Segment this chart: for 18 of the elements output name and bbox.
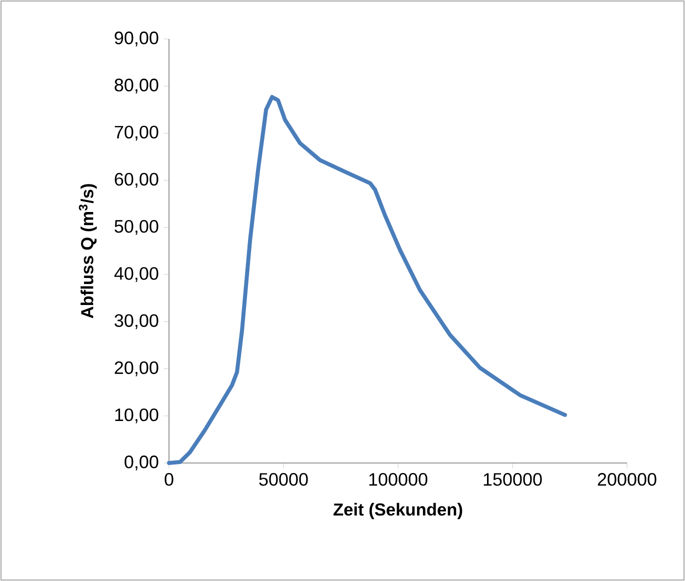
y-tick-label: 70,00 [114, 126, 158, 141]
y-tick-label: 20,00 [114, 361, 158, 376]
y-tick-label: 30,00 [114, 314, 158, 330]
x-tick-label: 100000 [369, 473, 428, 486]
y-tick-label: 60,00 [114, 172, 158, 188]
x-tick-label: 0 [164, 473, 174, 486]
y-tick-label: 90,00 [114, 32, 158, 46]
x-tick-label: 50000 [259, 473, 308, 486]
y-tick-label: 50,00 [114, 220, 158, 235]
x-tick-label: 150000 [484, 473, 542, 486]
y-tick-label: 40,00 [114, 267, 158, 282]
y-tick-label: 80,00 [114, 78, 158, 94]
y-axis-title: Abfluss Q (m$^{3}$/s) [78, 184, 97, 318]
x-tick-label: 200000 [598, 473, 656, 486]
y-tick-label: 10,00 [115, 408, 158, 424]
x-axis-title: Zeit (Sekunden) [334, 502, 462, 520]
line-series [167, 94, 567, 465]
y-tick-label: 0,00 [124, 456, 158, 470]
